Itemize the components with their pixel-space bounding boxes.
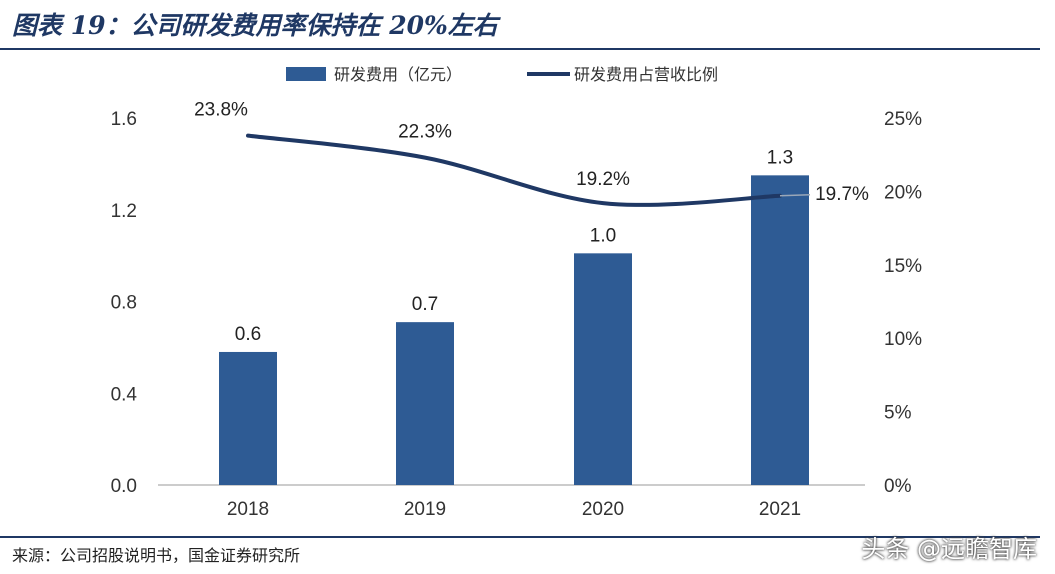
line-value-label: 23.8%: [194, 100, 248, 121]
line-series: [246, 133, 782, 207]
bar-value-label: 0.6: [235, 324, 261, 345]
figure-title: 图表 19：公司研发费用率保持在 20%左右: [12, 11, 498, 40]
bar-series: [219, 175, 809, 485]
y-right-tick-label: 10%: [884, 329, 922, 350]
legend-line-label: 研发费用占营收比例: [574, 66, 718, 84]
source-note: 来源：公司招股说明书，国金证券研究所: [12, 546, 301, 565]
x-tick-label: 2021: [759, 499, 801, 520]
x-tick-label: 2020: [582, 499, 624, 520]
footer-divider: [0, 536, 1040, 538]
x-tick-label: 2019: [404, 499, 446, 520]
bar: [396, 322, 454, 485]
y-left-tick-label: 1.2: [111, 201, 137, 222]
y-left-tick-label: 0.4: [111, 384, 138, 405]
bar-value-label: 1.3: [767, 147, 793, 168]
data-labels: 0.6 0.7 1.0 1.3 23.8% 22.3% 19.2% 19.7%: [194, 100, 869, 345]
y-right-tick-label: 0%: [884, 476, 912, 497]
bar-value-label: 1.0: [590, 225, 616, 246]
y-right-tick-label: 25%: [884, 109, 922, 130]
x-tick-label: 2018: [227, 499, 269, 520]
bar: [219, 351, 277, 485]
chart-axes: 0.0 0.4 0.8 1.2 1.6 0% 5% 10% 15% 20% 25% 2018 2019 2…: [111, 109, 923, 520]
legend-bar-swatch: [286, 67, 326, 81]
y-right-tick-label: 20%: [884, 182, 922, 203]
line-label-leader: [779, 194, 811, 197]
bar: [574, 253, 632, 485]
y-right-tick-label: 5%: [884, 403, 912, 424]
watermark: 头条 @远瞻智库: [861, 535, 1037, 563]
y-left-tick-label: 0.0: [111, 476, 137, 497]
chart-legend: 研发费用（亿元） 研发费用占营收比例: [286, 66, 718, 84]
y-right-tick-label: 15%: [884, 256, 922, 277]
legend-bar-label: 研发费用（亿元）: [334, 66, 462, 84]
line-value-label: 19.2%: [576, 169, 630, 190]
y-left-tick-label: 0.8: [111, 293, 137, 314]
line-value-label: 19.7%: [815, 184, 869, 205]
ratio-line: [246, 133, 782, 207]
line-value-label: 22.3%: [398, 122, 452, 143]
bar-value-label: 0.7: [412, 294, 438, 315]
y-left-tick-label: 1.6: [111, 109, 137, 130]
bar: [751, 175, 809, 485]
chart-area: 研发费用（亿元） 研发费用占营收比例 0.0 0.4 0.8 1.2 1.6 0% 5% 10%…: [111, 66, 923, 520]
title-divider: [0, 48, 1040, 50]
